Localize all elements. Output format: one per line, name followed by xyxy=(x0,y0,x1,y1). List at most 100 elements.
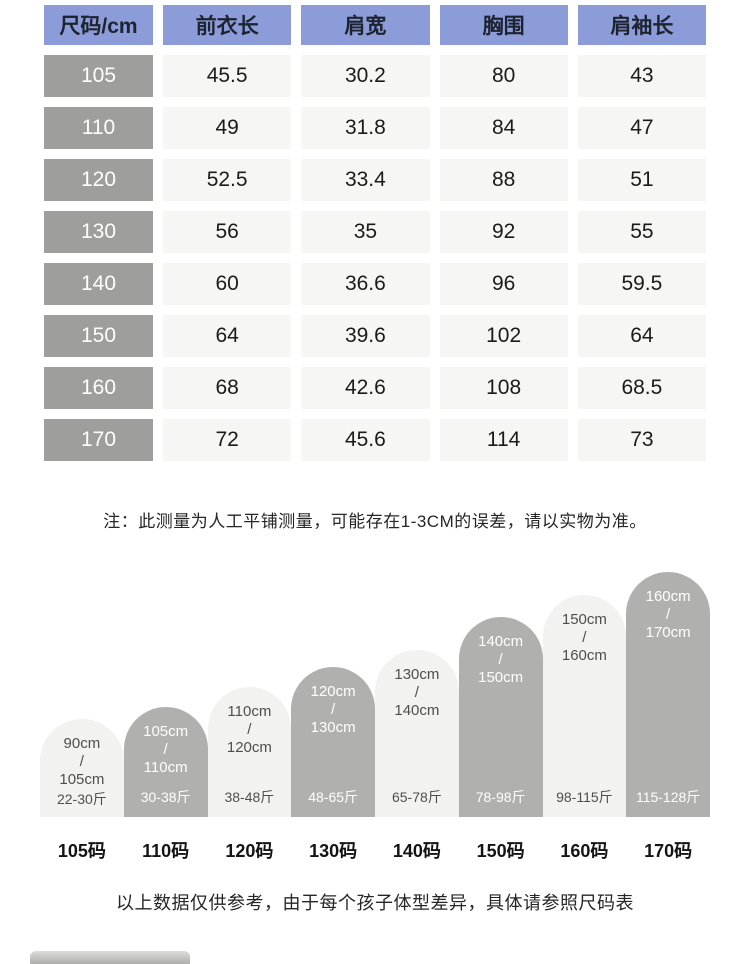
height-bottom: 110cm xyxy=(143,759,188,776)
value-cell-110-0: 49 xyxy=(163,107,292,149)
bar-weight-range-170码: 115-128斤 xyxy=(635,789,701,805)
height-divider: / xyxy=(79,753,84,770)
chart-size-label-130码: 130码 xyxy=(309,841,358,861)
height-bottom: 105cm xyxy=(59,771,105,788)
size-cell-140: 140 xyxy=(44,263,153,305)
value-cell-130-1: 35 xyxy=(301,211,430,253)
value-cell-160-2: 108 xyxy=(439,367,568,409)
value-cell-120-2: 88 xyxy=(439,159,568,201)
table-header-measure-2: 胸围 xyxy=(439,5,568,45)
height-divider: / xyxy=(163,741,168,758)
bar-weight-range-150码: 78-98斤 xyxy=(475,789,526,805)
size-chart: 90cm/105cm 22-30斤 105cm/110cm 30-38斤 110cm/1… xyxy=(40,572,710,817)
table-header-measure-3: 肩袖长 xyxy=(577,5,706,45)
bar-weight-range-130码: 48-65斤 xyxy=(308,789,359,805)
value-cell-130-0: 56 xyxy=(163,211,292,253)
value-cell-110-3: 47 xyxy=(577,107,706,149)
height-top: 160cm xyxy=(645,588,691,605)
value-cell-130-3: 55 xyxy=(577,211,706,253)
value-cell-120-1: 33.4 xyxy=(301,159,430,201)
size-cell-170: 170 xyxy=(44,419,153,461)
height-top: 140cm xyxy=(478,633,524,650)
table-header-measure-0: 前衣长 xyxy=(163,5,292,45)
size-cell-110: 110 xyxy=(44,107,153,149)
value-cell-140-1: 36.6 xyxy=(301,263,430,305)
height-bottom: 130cm xyxy=(310,719,356,736)
height-bottom: 170cm xyxy=(645,624,691,641)
size-cell-105: 105 xyxy=(44,55,153,97)
bar-height-range-105码: 90cm/105cm xyxy=(59,735,104,789)
chart-bar-110码: 105cm/110cm 30-38斤 xyxy=(123,707,208,817)
chart-bar-105码: 90cm/105cm 22-30斤 xyxy=(40,719,124,817)
bar-weight-range-110码: 30-38斤 xyxy=(140,789,191,805)
height-divider: / xyxy=(414,684,419,701)
size-table: 尺码/cm 前衣长 肩宽 胸围 肩袖长 105 45.5 30.2 80 43 110 49 31.8 8… xyxy=(44,5,706,461)
chart-bar-160码: 150cm/160cm 98-115斤 xyxy=(542,595,627,817)
bar-weight-range-120码: 38-48斤 xyxy=(224,789,275,805)
table-header-measure-1: 肩宽 xyxy=(301,5,430,45)
bar-height-range-120码: 110cm/120cm xyxy=(227,703,272,757)
height-top: 110cm xyxy=(227,703,272,720)
value-cell-120-3: 51 xyxy=(577,159,706,201)
cutoff-element xyxy=(30,951,190,964)
value-cell-170-3: 73 xyxy=(577,419,706,461)
value-cell-105-1: 30.2 xyxy=(301,55,430,97)
chart-bar-170码: 160cm/170cm 115-128斤 xyxy=(626,572,710,817)
size-chart-labels: 105码 110码 120码 130码 140码 150码 160码 170码 xyxy=(40,837,710,863)
chart-size-label-105码: 105码 xyxy=(57,841,106,861)
value-cell-140-0: 60 xyxy=(163,263,292,305)
height-bottom: 140cm xyxy=(394,702,440,719)
height-divider: / xyxy=(331,701,336,718)
value-cell-160-3: 68.5 xyxy=(577,367,706,409)
value-cell-150-2: 102 xyxy=(439,315,568,357)
chart-size-label-150码: 150码 xyxy=(476,841,525,861)
chart-bar-140码: 130cm/140cm 65-78斤 xyxy=(375,650,459,817)
height-divider: / xyxy=(582,629,587,646)
value-cell-105-2: 80 xyxy=(439,55,568,97)
chart-size-label-140码: 140码 xyxy=(392,841,441,861)
chart-size-label-160码: 160码 xyxy=(560,841,609,861)
bar-height-range-160码: 150cm/160cm xyxy=(562,611,607,665)
table-header-size: 尺码/cm xyxy=(44,5,153,45)
bar-weight-range-105码: 22-30斤 xyxy=(56,791,107,807)
value-cell-160-0: 68 xyxy=(163,367,292,409)
chart-bar-120码: 110cm/120cm 38-48斤 xyxy=(207,687,292,817)
value-cell-140-2: 96 xyxy=(439,263,568,305)
height-top: 150cm xyxy=(561,611,607,628)
value-cell-110-2: 84 xyxy=(439,107,568,149)
value-cell-120-0: 52.5 xyxy=(163,159,292,201)
value-cell-160-1: 42.6 xyxy=(301,367,430,409)
value-cell-150-1: 39.6 xyxy=(301,315,430,357)
value-cell-150-0: 64 xyxy=(163,315,292,357)
value-cell-110-1: 31.8 xyxy=(301,107,430,149)
measurement-note: 注：此测量为人工平铺测量，可能存在1-3CM的误差，请以实物为准。 xyxy=(103,512,647,531)
chart-bar-150码: 140cm/150cm 78-98斤 xyxy=(458,617,543,817)
chart-size-label-120码: 120码 xyxy=(225,841,274,861)
height-top: 105cm xyxy=(143,723,189,740)
value-cell-105-3: 43 xyxy=(577,55,706,97)
bar-weight-range-140码: 65-78斤 xyxy=(391,789,442,805)
value-cell-170-2: 114 xyxy=(439,419,568,461)
height-top: 90cm xyxy=(63,735,101,752)
value-cell-150-3: 64 xyxy=(577,315,706,357)
size-cell-130: 130 xyxy=(44,211,153,253)
size-cell-150: 150 xyxy=(44,315,153,357)
size-cell-160: 160 xyxy=(44,367,153,409)
height-divider: / xyxy=(247,721,252,738)
size-cell-120: 120 xyxy=(44,159,153,201)
height-top: 130cm xyxy=(394,666,440,683)
bar-height-range-150码: 140cm/150cm xyxy=(478,633,523,687)
chart-size-label-170码: 170码 xyxy=(644,841,693,861)
reference-note: 以上数据仅供参考，由于每个孩子体型差异，具体请参照尺码表 xyxy=(116,893,634,913)
value-cell-140-3: 59.5 xyxy=(577,263,706,305)
bar-height-range-110码: 105cm/110cm xyxy=(143,723,188,777)
bar-height-range-140码: 130cm/140cm xyxy=(394,666,439,720)
bar-height-range-170码: 160cm/170cm xyxy=(646,588,691,642)
height-bottom: 120cm xyxy=(226,739,272,756)
height-top: 120cm xyxy=(310,683,356,700)
value-cell-105-0: 45.5 xyxy=(163,55,292,97)
chart-bar-130码: 120cm/130cm 48-65斤 xyxy=(291,667,375,817)
height-divider: / xyxy=(666,606,671,623)
chart-size-label-110码: 110码 xyxy=(142,841,190,861)
height-bottom: 150cm xyxy=(478,669,524,686)
